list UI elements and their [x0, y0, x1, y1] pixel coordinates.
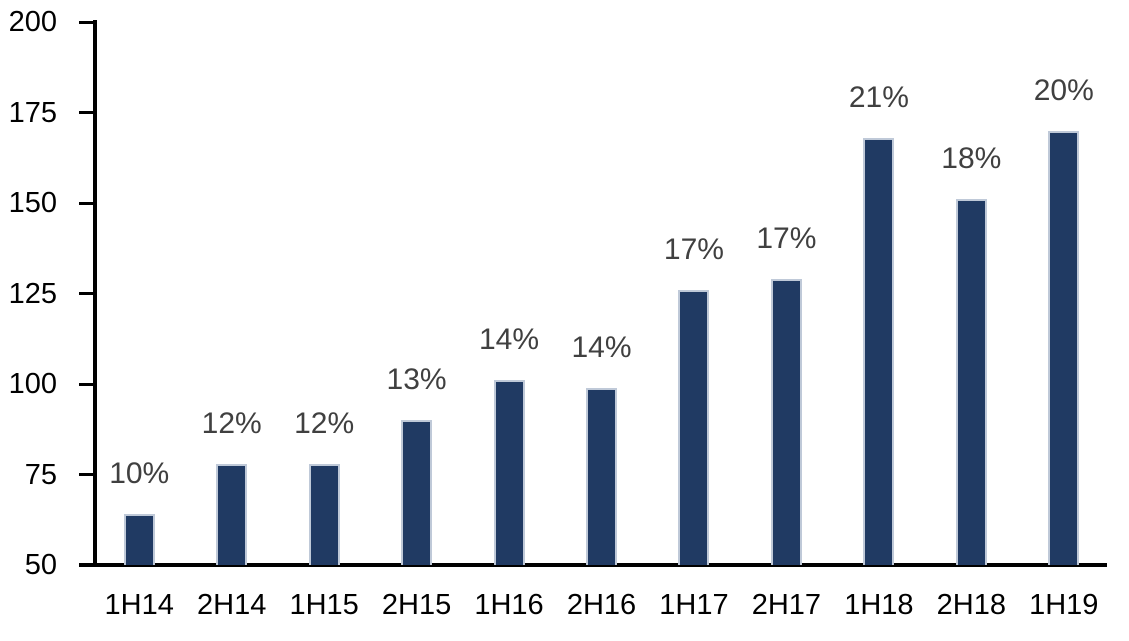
bar-data-label: 13%: [386, 363, 447, 397]
bar-1h14: [123, 514, 155, 565]
bar-data-label: 14%: [571, 330, 632, 364]
y-tick-mark: [79, 292, 97, 295]
y-axis-line: [93, 20, 97, 567]
y-tick-label: 100: [8, 368, 57, 400]
x-axis-label-2h18: 2H18: [936, 589, 1006, 621]
y-tick-mark: [79, 111, 97, 114]
bar-data-label: 14%: [479, 323, 540, 357]
x-axis-line: [79, 563, 1107, 567]
bar-data-label: 21%: [848, 80, 909, 114]
y-tick-label: 75: [24, 458, 57, 491]
bar-1h16: [493, 380, 525, 565]
bar-data-label: 17%: [663, 232, 724, 266]
bar-data-label: 17%: [756, 222, 817, 256]
x-axis-label-2h15: 2H15: [381, 589, 452, 621]
bar-1h15: [308, 463, 340, 565]
x-axis-label-2h17: 2H17: [751, 589, 822, 621]
x-axis-label-1h17: 1H17: [659, 589, 729, 621]
x-axis-label-1h16: 1H16: [474, 589, 544, 621]
y-tick-label: 150: [8, 187, 57, 219]
y-tick-mark: [79, 20, 97, 24]
x-axis-label-2h16: 2H16: [566, 589, 637, 621]
bar-2h15: [401, 420, 433, 565]
y-tick-label: 125: [8, 277, 57, 310]
x-axis-label-1h18: 1H18: [844, 589, 914, 621]
bar-2h16: [586, 387, 617, 565]
bar-2h14: [216, 463, 248, 565]
x-axis-label-1h15: 1H15: [289, 589, 359, 621]
bar-1h19: [1048, 130, 1080, 565]
y-tick-mark: [79, 201, 97, 205]
bar-data-label: 10%: [109, 457, 170, 491]
y-tick-label: 50: [24, 549, 57, 581]
bar-data-label: 20%: [1033, 73, 1094, 107]
bar-data-label: 18%: [941, 142, 1002, 176]
bar-1h18: [863, 137, 895, 565]
x-axis-label-1h19: 1H19: [1029, 589, 1099, 621]
y-tick-mark: [79, 473, 97, 476]
bar-2h17: [770, 279, 802, 565]
bar-1h17: [678, 289, 710, 565]
x-axis-label-2h14: 2H14: [197, 589, 267, 621]
y-tick-label: 175: [8, 96, 57, 129]
y-tick-mark: [79, 382, 97, 386]
bar-2h18: [955, 199, 987, 565]
bar-data-label: 12%: [201, 406, 262, 440]
x-axis-label-1h14: 1H14: [104, 589, 174, 621]
y-tick-label: 200: [8, 6, 57, 38]
bar-data-label: 12%: [294, 406, 355, 440]
